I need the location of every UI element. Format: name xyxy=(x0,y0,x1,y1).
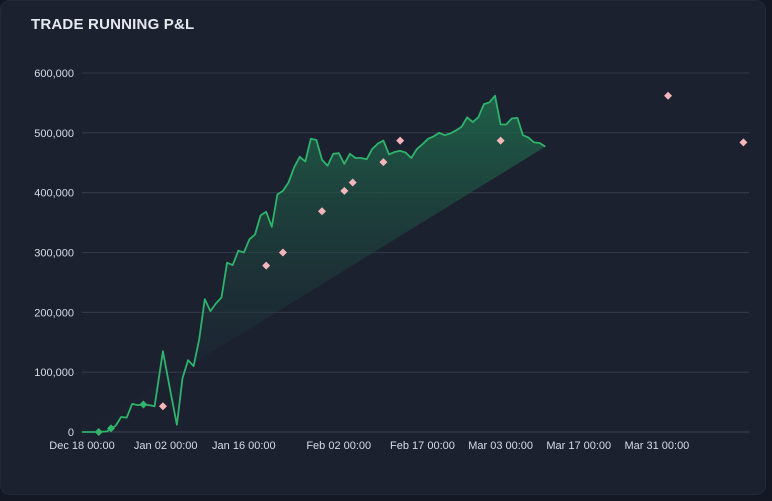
x-tick-label: Dec 18 00:00 xyxy=(49,440,114,452)
x-tick-label: Mar 17 00:00 xyxy=(546,440,611,452)
sell-marker[interactable] xyxy=(379,158,388,167)
x-tick-label: Mar 03 00:00 xyxy=(468,440,533,452)
y-tick-label: 0 xyxy=(68,427,74,439)
pnl-line xyxy=(82,94,546,433)
buy-marker[interactable] xyxy=(107,424,116,433)
sell-marker[interactable] xyxy=(496,136,505,145)
y-tick-label: 600,000 xyxy=(34,68,74,80)
sell-marker[interactable] xyxy=(262,261,271,270)
sell-marker[interactable] xyxy=(340,186,349,195)
y-tick-label: 400,000 xyxy=(34,188,74,200)
y-axis-tick-labels: 0 100,000 200,000 300,000 400,000 500,000 600,… xyxy=(34,68,74,439)
trade-markers xyxy=(94,91,748,436)
x-tick-label: Jan 02 00:00 xyxy=(134,440,198,452)
buy-marker[interactable] xyxy=(139,400,148,409)
x-axis-tick-labels: Dec 18 00:00 Jan 02 00:00 Jan 16 00:00 Feb … xyxy=(49,440,689,452)
x-tick-label: Feb 17 00:00 xyxy=(390,440,455,452)
sell-marker[interactable] xyxy=(318,207,327,216)
x-tick-label: Jan 16 00:00 xyxy=(212,440,276,452)
sell-marker[interactable] xyxy=(158,402,167,411)
x-tick-label: Feb 02 00:00 xyxy=(306,440,371,452)
pnl-area-fill xyxy=(82,95,546,432)
y-tick-label: 500,000 xyxy=(34,128,74,140)
sell-marker[interactable] xyxy=(348,178,357,187)
buy-marker[interactable] xyxy=(94,428,103,436)
sell-marker[interactable] xyxy=(278,248,287,257)
sell-marker[interactable] xyxy=(739,138,748,147)
card-title: TRADE RUNNING P&L xyxy=(31,16,195,33)
y-tick-label: 200,000 xyxy=(34,307,74,319)
sell-marker[interactable] xyxy=(396,136,405,145)
sell-marker[interactable] xyxy=(664,91,673,100)
y-tick-label: 300,000 xyxy=(34,248,74,260)
x-tick-label: Mar 31 00:00 xyxy=(624,440,689,452)
grid-lines xyxy=(82,72,749,433)
y-tick-label: 100,000 xyxy=(34,367,74,379)
